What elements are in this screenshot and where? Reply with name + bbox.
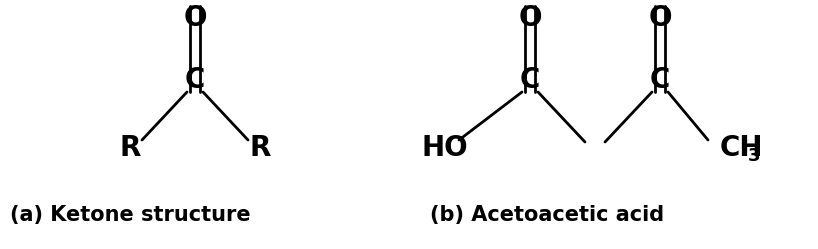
Text: R: R xyxy=(249,134,271,162)
Text: (a) Ketone structure: (a) Ketone structure xyxy=(10,205,250,225)
Text: CH: CH xyxy=(720,134,763,162)
Text: HO: HO xyxy=(422,134,469,162)
Text: C: C xyxy=(185,66,205,94)
Text: 3: 3 xyxy=(748,147,761,165)
Text: O: O xyxy=(648,4,672,32)
Text: C: C xyxy=(519,66,540,94)
Text: O: O xyxy=(519,4,542,32)
Text: C: C xyxy=(649,66,670,94)
Text: O: O xyxy=(183,4,207,32)
Text: (b) Acetoacetic acid: (b) Acetoacetic acid xyxy=(430,205,664,225)
Text: R: R xyxy=(119,134,141,162)
